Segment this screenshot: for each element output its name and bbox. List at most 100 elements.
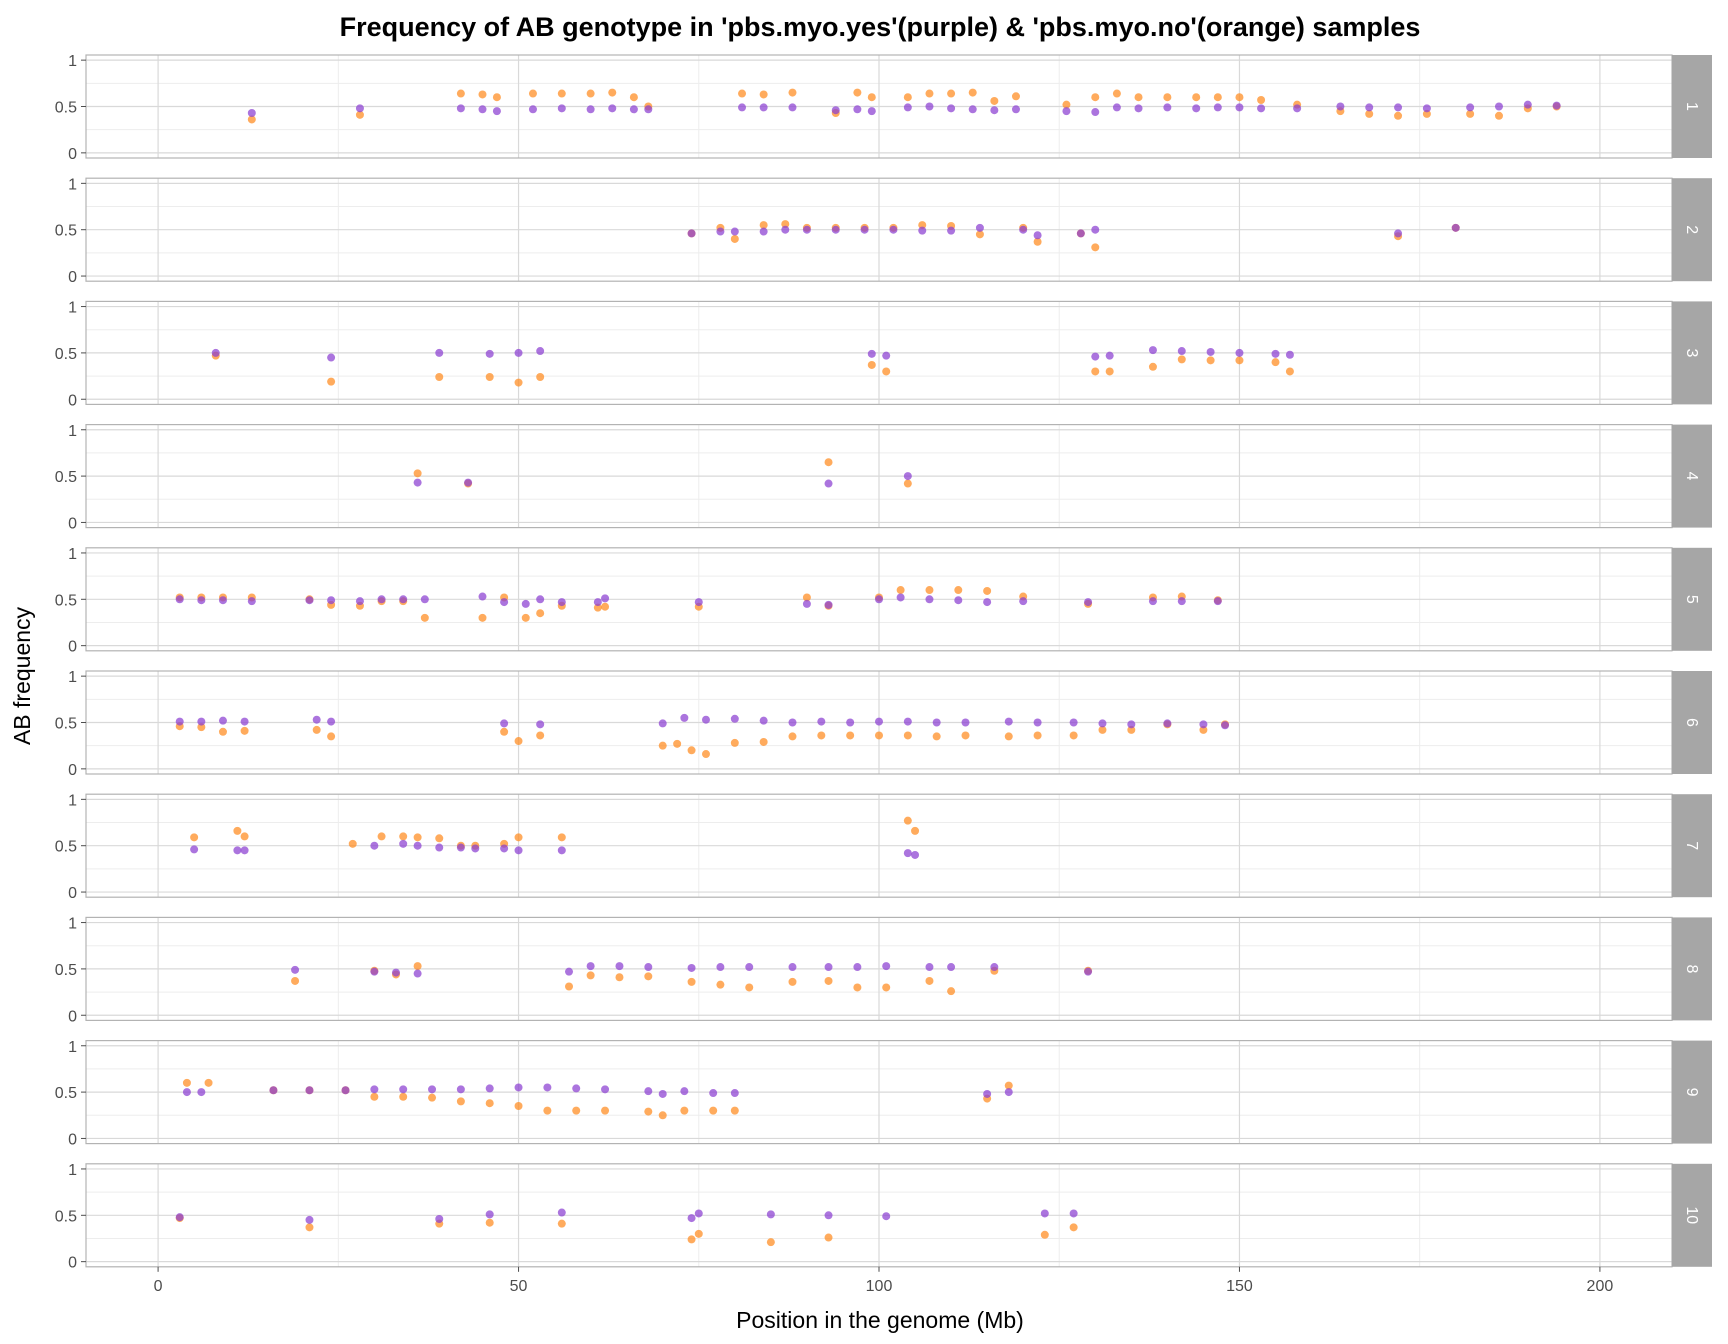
point-pbs-myo-no <box>947 89 956 98</box>
facet-panel-2: 0 0.5 1 2 <box>55 176 1712 286</box>
y-tick-label: 1 <box>68 916 77 933</box>
point-pbs-myo-yes <box>500 719 509 728</box>
point-pbs-myo-no <box>882 367 891 376</box>
point-pbs-myo-yes <box>875 717 883 726</box>
point-pbs-myo-no <box>557 833 566 842</box>
point-pbs-myo-yes <box>694 598 703 607</box>
y-tick-label: 1 <box>68 792 77 809</box>
point-pbs-myo-no <box>1091 243 1100 252</box>
point-pbs-myo-yes <box>730 714 739 723</box>
point-pbs-myo-yes <box>327 596 336 605</box>
point-pbs-myo-yes <box>1221 721 1230 730</box>
point-pbs-myo-no <box>687 977 696 986</box>
point-pbs-myo-yes <box>175 717 184 726</box>
point-pbs-myo-no <box>536 373 545 382</box>
facet-strip-label: 2 <box>1683 225 1700 234</box>
facet-strip-label: 5 <box>1683 595 1700 604</box>
point-pbs-myo-yes <box>435 843 444 852</box>
point-pbs-myo-yes <box>738 103 747 112</box>
point-pbs-myo-no <box>817 731 826 740</box>
point-pbs-myo-yes <box>586 105 595 114</box>
facet-panel-8: 0 0.5 1 8 <box>55 916 1712 1025</box>
point-pbs-myo-yes <box>802 225 811 234</box>
point-pbs-myo-yes <box>1091 352 1100 361</box>
y-axis-title: AB frequency <box>9 606 35 745</box>
facet-strip <box>1672 1163 1712 1267</box>
point-pbs-myo-yes <box>413 841 422 850</box>
point-pbs-myo-no <box>1148 362 1157 371</box>
point-pbs-myo-no <box>759 221 768 230</box>
point-pbs-myo-yes <box>305 1215 314 1224</box>
point-pbs-myo-yes <box>175 1213 184 1222</box>
point-pbs-myo-no <box>536 731 545 740</box>
point-pbs-myo-yes <box>990 963 999 972</box>
point-pbs-myo-yes <box>788 718 797 727</box>
point-pbs-myo-yes <box>824 479 833 488</box>
point-pbs-myo-yes <box>1365 103 1374 112</box>
point-pbs-myo-no <box>947 987 956 996</box>
x-tick-label: 0 <box>154 1278 163 1295</box>
point-pbs-myo-yes <box>608 104 617 113</box>
point-pbs-myo-yes <box>370 841 379 850</box>
facet-strip <box>1672 301 1712 405</box>
point-pbs-myo-yes <box>983 598 992 607</box>
y-tick-label: 1 <box>68 669 77 686</box>
point-pbs-myo-yes <box>918 226 927 235</box>
facet-strip-label: 8 <box>1683 964 1700 973</box>
point-pbs-myo-no <box>240 726 249 735</box>
point-pbs-myo-yes <box>1293 104 1302 113</box>
point-pbs-myo-yes <box>1257 104 1266 113</box>
point-pbs-myo-no <box>420 613 429 622</box>
point-pbs-myo-yes <box>1148 597 1157 606</box>
point-pbs-myo-no <box>485 373 494 382</box>
x-tick-label: 150 <box>1226 1278 1253 1295</box>
point-pbs-myo-yes <box>557 1208 566 1217</box>
point-pbs-myo-no <box>370 1092 379 1101</box>
point-pbs-myo-no <box>759 90 768 99</box>
point-pbs-myo-yes <box>1394 229 1403 238</box>
point-pbs-myo-yes <box>247 597 256 606</box>
point-pbs-myo-yes <box>716 963 725 972</box>
point-pbs-myo-no <box>218 727 227 736</box>
point-pbs-myo-no <box>355 110 364 119</box>
y-tick-label: 1 <box>68 300 77 317</box>
point-pbs-myo-no <box>766 1238 775 1247</box>
point-pbs-myo-yes <box>175 595 184 604</box>
y-tick-label: 0.5 <box>55 1085 77 1102</box>
point-pbs-myo-yes <box>860 225 869 234</box>
point-pbs-myo-yes <box>197 717 206 726</box>
point-pbs-myo-yes <box>370 1085 379 1094</box>
point-pbs-myo-no <box>1394 111 1403 120</box>
point-pbs-myo-no <box>925 89 934 98</box>
point-pbs-myo-yes <box>500 598 509 607</box>
point-pbs-myo-yes <box>730 227 739 236</box>
y-tick-label: 0.5 <box>55 592 77 609</box>
point-pbs-myo-no <box>1127 725 1136 734</box>
y-tick-label: 0.5 <box>55 346 77 363</box>
y-tick-label: 0.5 <box>55 962 77 979</box>
point-pbs-myo-yes <box>485 349 494 358</box>
point-pbs-myo-no <box>687 1235 696 1244</box>
point-pbs-myo-yes <box>903 472 912 481</box>
point-pbs-myo-no <box>565 982 574 991</box>
point-pbs-myo-yes <box>197 1088 206 1097</box>
point-pbs-myo-yes <box>983 1089 992 1098</box>
x-tick-label: 50 <box>510 1278 528 1295</box>
point-pbs-myo-no <box>1112 89 1121 98</box>
point-pbs-myo-yes <box>831 106 840 115</box>
point-pbs-myo-yes <box>644 963 653 972</box>
point-pbs-myo-yes <box>1523 100 1532 109</box>
point-pbs-myo-no <box>1271 358 1280 367</box>
point-pbs-myo-yes <box>399 839 408 848</box>
facet-panel-3: 0 0.5 1 3 <box>55 300 1712 409</box>
point-pbs-myo-yes <box>464 478 473 487</box>
y-tick-label: 1 <box>68 1162 77 1179</box>
y-tick-label: 0 <box>68 885 77 902</box>
point-pbs-myo-no <box>1257 96 1266 105</box>
point-pbs-myo-yes <box>802 599 811 608</box>
y-tick-label: 0.5 <box>55 469 77 486</box>
point-pbs-myo-yes <box>846 718 855 727</box>
point-pbs-myo-no <box>348 839 357 848</box>
point-pbs-myo-yes <box>492 107 501 116</box>
